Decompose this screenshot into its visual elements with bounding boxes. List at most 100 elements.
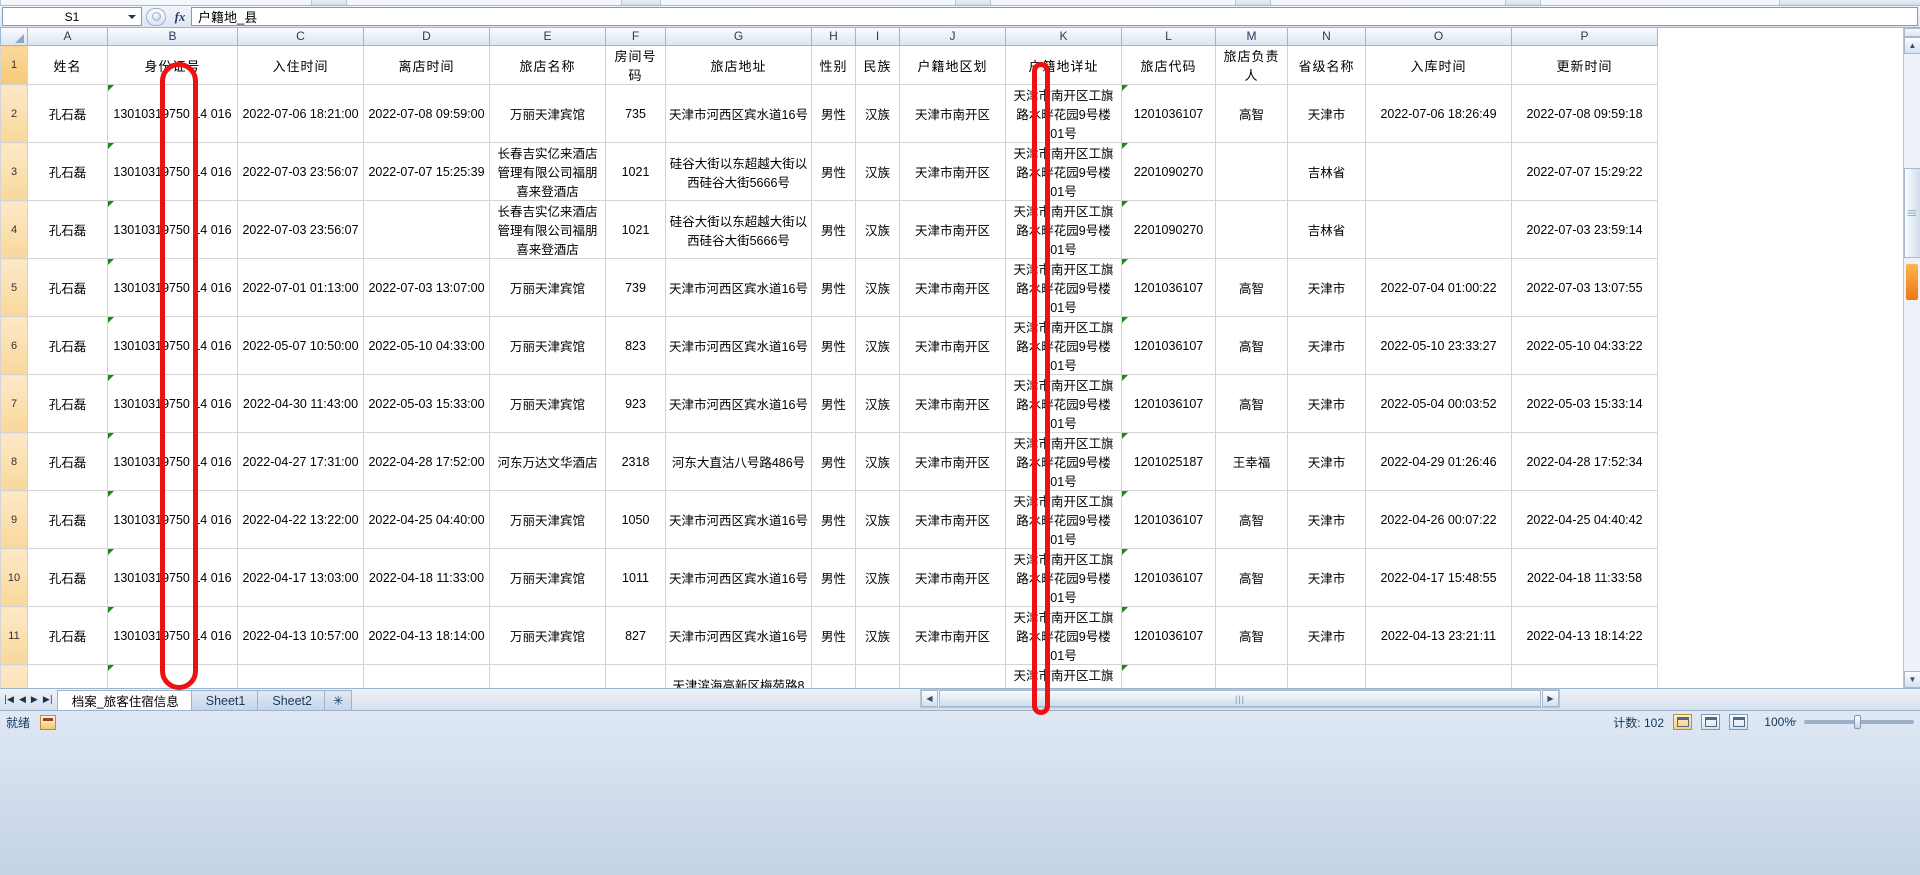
cell-O4[interactable] [1365, 200, 1512, 259]
cell-E7[interactable]: 万丽天津宾馆 [489, 374, 606, 433]
chevron-down-icon[interactable] [128, 14, 136, 19]
column-header-D[interactable]: D [363, 28, 490, 46]
header-cell-M[interactable]: 旅店负责人 [1215, 45, 1288, 85]
row-header[interactable]: 10 [0, 548, 28, 607]
horizontal-scroll-thumb[interactable]: ||| [939, 690, 1541, 707]
cell-B11[interactable]: 13010319750 14 016 [107, 606, 238, 665]
cell-I2[interactable]: 汉族 [855, 84, 900, 143]
cell-M8[interactable]: 王幸福 [1215, 432, 1288, 491]
cell-I7[interactable]: 汉族 [855, 374, 900, 433]
cell-G12[interactable]: 天津滨海高新区梅苑路8号 [665, 664, 812, 688]
cell-M3[interactable] [1215, 142, 1288, 201]
cell-I9[interactable]: 汉族 [855, 490, 900, 549]
row-header[interactable]: 7 [0, 374, 28, 433]
cell-P10[interactable]: 2022-04-18 11:33:58 [1511, 548, 1658, 607]
sheet-tab-0[interactable]: 档案_旅客住宿信息 [56, 690, 192, 710]
cell-C7[interactable]: 2022-04-30 11:43:00 [237, 374, 364, 433]
sheet-tab-1[interactable]: Sheet1 [190, 690, 259, 710]
column-header-C[interactable]: C [237, 28, 364, 46]
cell-A11[interactable]: 孔石磊 [27, 606, 108, 665]
cell-D9[interactable]: 2022-04-25 04:40:00 [363, 490, 490, 549]
cell-M6[interactable]: 高智 [1215, 316, 1288, 375]
cell-D5[interactable]: 2022-07-03 13:07:00 [363, 258, 490, 317]
cell-K5[interactable]: 天津市南开区工旗路水畔花园9号楼 01号 [1005, 258, 1122, 317]
cell-H10[interactable]: 男性 [811, 548, 856, 607]
cell-P5[interactable]: 2022-07-03 13:07:55 [1511, 258, 1658, 317]
cell-I6[interactable]: 汉族 [855, 316, 900, 375]
cell-P6[interactable]: 2022-05-10 04:33:22 [1511, 316, 1658, 375]
cell-O7[interactable]: 2022-05-04 00:03:52 [1365, 374, 1512, 433]
cell-C12[interactable]: 2022-04-11 13:24:00 [237, 664, 364, 688]
cell-G11[interactable]: 天津市河西区宾水道16号 [665, 606, 812, 665]
cell-I10[interactable]: 汉族 [855, 548, 900, 607]
select-all-corner[interactable] [0, 28, 28, 46]
last-sheet-icon[interactable]: ▶| [42, 695, 53, 705]
cell-P2[interactable]: 2022-07-08 09:59:18 [1511, 84, 1658, 143]
cell-P11[interactable]: 2022-04-13 18:14:22 [1511, 606, 1658, 665]
header-cell-O[interactable]: 入库时间 [1365, 45, 1512, 85]
cell-F8[interactable]: 2318 [605, 432, 666, 491]
cell-O3[interactable] [1365, 142, 1512, 201]
view-page-layout-button[interactable] [1701, 714, 1720, 730]
row-header[interactable]: 4 [0, 200, 28, 259]
cell-N3[interactable]: 吉林省 [1287, 142, 1366, 201]
cell-E6[interactable]: 万丽天津宾馆 [489, 316, 606, 375]
cell-G10[interactable]: 天津市河西区宾水道16号 [665, 548, 812, 607]
cell-L3[interactable]: 2201090270 [1121, 142, 1216, 201]
header-cell-L[interactable]: 旅店代码 [1121, 45, 1216, 85]
cell-N4[interactable]: 吉林省 [1287, 200, 1366, 259]
cell-N2[interactable]: 天津市 [1287, 84, 1366, 143]
cell-G5[interactable]: 天津市河西区宾水道16号 [665, 258, 812, 317]
cell-D6[interactable]: 2022-05-10 04:33:00 [363, 316, 490, 375]
row-header[interactable]: 8 [0, 432, 28, 491]
cell-D4[interactable] [363, 200, 490, 259]
row-header[interactable]: 9 [0, 490, 28, 549]
next-sheet-icon[interactable]: ▶ [30, 695, 38, 705]
cell-G4[interactable]: 硅谷大街以东超越大街以西硅谷大街5666号 [665, 200, 812, 259]
cell-F7[interactable]: 923 [605, 374, 666, 433]
header-cell-C[interactable]: 入住时间 [237, 45, 364, 85]
cell-L11[interactable]: 1201036107 [1121, 606, 1216, 665]
cell-H5[interactable]: 男性 [811, 258, 856, 317]
cell-K2[interactable]: 天津市南开区工旗路水畔花园9号楼 01号 [1005, 84, 1122, 143]
cell-C3[interactable]: 2022-07-03 23:56:07 [237, 142, 364, 201]
insert-function-icon[interactable]: fx [174, 8, 186, 24]
column-header-L[interactable]: L [1121, 28, 1216, 46]
cell-P3[interactable]: 2022-07-07 15:29:22 [1511, 142, 1658, 201]
record-macro-icon[interactable] [40, 714, 57, 730]
cell-M4[interactable] [1215, 200, 1288, 259]
cell-A7[interactable]: 孔石磊 [27, 374, 108, 433]
cell-E3[interactable]: 长春吉实亿来酒店管理有限公司福朋喜来登酒店 [489, 142, 606, 201]
spreadsheet-grid[interactable]: A B C D E F G H I J K L M N O P 1 姓名 身份证号入… [0, 28, 1920, 688]
column-header-J[interactable]: J [899, 28, 1006, 46]
header-cell-E[interactable]: 旅店名称 [489, 45, 606, 85]
cell-M9[interactable]: 高智 [1215, 490, 1288, 549]
insert-worksheet-icon[interactable]: ✳ [323, 690, 353, 710]
cell-D8[interactable]: 2022-04-28 17:52:00 [363, 432, 490, 491]
row-header[interactable]: 2 [0, 84, 28, 143]
scroll-right-arrow[interactable]: ▶ [1542, 690, 1559, 707]
cell-H4[interactable]: 男性 [811, 200, 856, 259]
cell-A5[interactable]: 孔石磊 [27, 258, 108, 317]
first-sheet-icon[interactable]: |◀ [4, 695, 14, 705]
header-cell-P[interactable]: 更新时间 [1511, 45, 1658, 85]
cell-J9[interactable]: 天津市南开区 [899, 490, 1006, 549]
cell-J12[interactable]: 天津市南开区 [899, 664, 1006, 688]
view-normal-button[interactable] [1673, 714, 1692, 730]
cell-L2[interactable]: 1201036107 [1121, 84, 1216, 143]
cell-E11[interactable]: 万丽天津宾馆 [489, 606, 606, 665]
row-header[interactable]: 12 [0, 664, 28, 688]
cell-K11[interactable]: 天津市南开区工旗路水畔花园9号楼 01号 [1005, 606, 1122, 665]
cell-A10[interactable]: 孔石磊 [27, 548, 108, 607]
cell-M5[interactable]: 高智 [1215, 258, 1288, 317]
cell-H2[interactable]: 男性 [811, 84, 856, 143]
cell-P8[interactable]: 2022-04-28 17:52:34 [1511, 432, 1658, 491]
cell-F4[interactable]: 1021 [605, 200, 666, 259]
cell-E4[interactable]: 长春吉实亿来酒店管理有限公司福朋喜来登酒店 [489, 200, 606, 259]
cell-L6[interactable]: 1201036107 [1121, 316, 1216, 375]
header-cell-A[interactable]: 姓名 [27, 45, 108, 85]
column-header-M[interactable]: M [1215, 28, 1288, 46]
cell-H11[interactable]: 男性 [811, 606, 856, 665]
cell-J11[interactable]: 天津市南开区 [899, 606, 1006, 665]
cell-B8[interactable]: 13010319750 14 016 [107, 432, 238, 491]
